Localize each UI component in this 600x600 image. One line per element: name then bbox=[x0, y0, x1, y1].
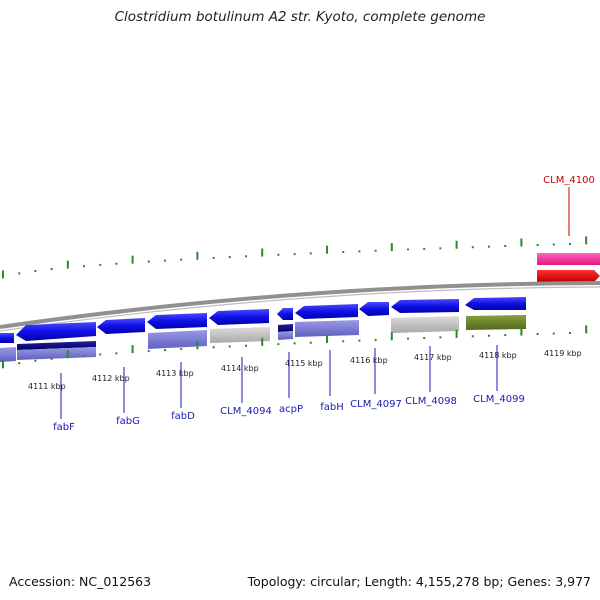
gene-arrow-partial bbox=[0, 333, 14, 343]
function-bar bbox=[295, 320, 359, 337]
map-title: Clostridium botulinum A2 str. Kyoto, com… bbox=[114, 9, 486, 25]
gene-label-CLM_4099[interactable]: CLM_4099 bbox=[473, 394, 525, 405]
gene-arrow-acpP bbox=[277, 308, 293, 320]
function-track bbox=[0, 315, 526, 362]
gene-label-CLM_4098[interactable]: CLM_4098 bbox=[405, 396, 457, 407]
genome-backbone bbox=[0, 281, 600, 329]
genome-summary-text: Topology: circular; Length: 4,155,278 bp… bbox=[247, 574, 591, 589]
gene-leader-lines bbox=[60, 187, 570, 419]
gene-label-fabD[interactable]: fabD bbox=[171, 411, 195, 422]
gene-arrow-CLM_4094 bbox=[209, 309, 269, 325]
function-bar bbox=[466, 315, 526, 330]
gene-label-fabG[interactable]: fabG bbox=[116, 416, 140, 427]
kbp-tick-label: 4118 kbp bbox=[479, 351, 517, 360]
genome-backbone-inner bbox=[0, 286, 600, 332]
function-bar bbox=[278, 324, 293, 332]
function-bar bbox=[148, 330, 207, 349]
gene-label-fabF[interactable]: fabF bbox=[53, 422, 75, 433]
gene-label-acpP[interactable]: acpP bbox=[279, 404, 303, 415]
gene-label-CLM_4100[interactable]: CLM_4100 bbox=[543, 175, 595, 186]
kbp-tick-label: 4113 kbp bbox=[156, 369, 194, 378]
gene-label-CLM_4097[interactable]: CLM_4097 bbox=[350, 399, 402, 410]
lower-tick-row bbox=[2, 325, 588, 369]
gene-track-reverse bbox=[0, 297, 526, 343]
kbp-tick-label: 4119 kbp bbox=[544, 349, 582, 358]
function-bar bbox=[17, 347, 96, 360]
kbp-tick-label: 4112 kbp bbox=[92, 374, 130, 383]
gene-arrow-CLM_4097 bbox=[359, 302, 389, 316]
function-bar bbox=[0, 347, 16, 362]
kbp-tick-label: 4114 kbp bbox=[221, 364, 259, 373]
accession-text: Accession: NC_012563 bbox=[9, 574, 152, 589]
function-bar bbox=[391, 316, 459, 333]
upper-tick-row bbox=[2, 236, 588, 279]
feature-pink bbox=[537, 253, 600, 265]
gene-arrow-fabH bbox=[295, 304, 358, 319]
gene-label-CLM_4094[interactable]: CLM_4094 bbox=[220, 406, 272, 417]
kbp-tick-label: 4116 kbp bbox=[350, 356, 388, 365]
gene-arrow-CLM_4099 bbox=[465, 297, 526, 310]
gene-arrow-fabG bbox=[97, 318, 145, 334]
feature-red bbox=[537, 270, 600, 282]
kbp-tick-label: 4117 kbp bbox=[414, 353, 452, 362]
gene-label-fabH[interactable]: fabH bbox=[320, 402, 344, 413]
gene-arrow-fabD bbox=[147, 313, 207, 329]
function-bar bbox=[278, 331, 293, 340]
function-bar bbox=[210, 327, 270, 343]
gene-arrow-CLM_4098 bbox=[391, 299, 459, 313]
gene-arrow-fabF bbox=[16, 322, 96, 341]
kbp-tick-label: 4115 kbp bbox=[285, 359, 323, 368]
kbp-scale: 4111 kbp 4112 kbp 4113 kbp 4114 kbp 4115… bbox=[28, 349, 582, 391]
gene-labels: fabF fabG fabD CLM_4094 acpP fabH CLM_40… bbox=[53, 175, 595, 433]
kbp-tick-label: 4111 kbp bbox=[28, 382, 66, 391]
